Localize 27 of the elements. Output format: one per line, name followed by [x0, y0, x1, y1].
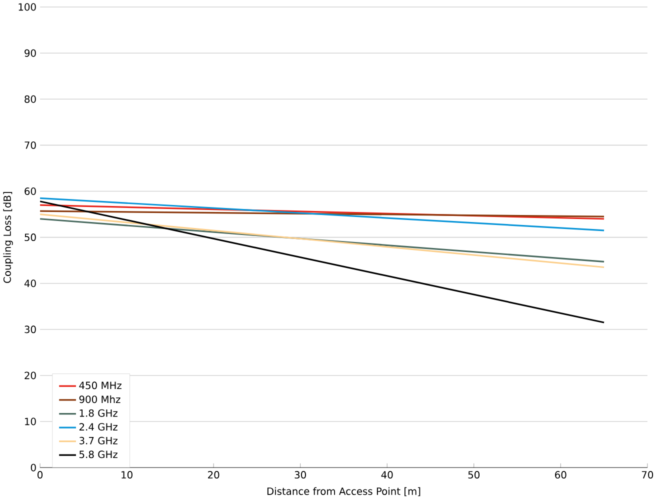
y-tick-label: 70 [24, 141, 36, 149]
x-axis-title: Distance from Access Point [m] [267, 487, 420, 496]
x-tick-label: 40 [381, 470, 393, 478]
y-tick-label: 80 [24, 95, 36, 103]
x-tick-label: 70 [642, 470, 654, 478]
y-tick-label: 10 [25, 418, 36, 426]
y-tick-label: 40 [24, 279, 36, 287]
y-tick-label: 30 [24, 325, 36, 333]
x-tick-label: 50 [468, 470, 480, 478]
y-tick-label: 90 [24, 49, 36, 57]
y-tick-label: 20 [24, 372, 36, 380]
legend-label: 3.7 GHz [80, 436, 118, 444]
y-tick-label: 0 [30, 464, 36, 472]
legend-label: 900 Mhz [79, 395, 120, 403]
x-tick-label: 10 [122, 470, 132, 478]
legend-label: 1.8 GHz [80, 409, 118, 417]
legend-label: 450 MHz [79, 381, 122, 389]
x-tick-label: 60 [555, 470, 566, 478]
legend-label: 5.8 GHz [80, 450, 118, 458]
x-tick-label: 20 [208, 470, 220, 478]
x-tick-label: 30 [294, 470, 306, 478]
y-tick-label: 100 [18, 3, 36, 11]
y-tick-label: 60 [24, 187, 36, 195]
y-tick-label: 50 [24, 233, 36, 241]
legend-label: 2.4 GHz [79, 422, 118, 430]
x-tick-label: 0 [38, 470, 43, 478]
y-axis-title: Coupling Loss [dB] [3, 192, 13, 283]
